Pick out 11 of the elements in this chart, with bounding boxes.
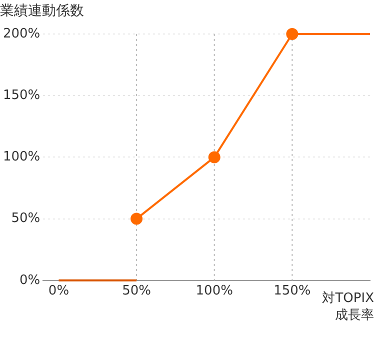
x-tick-label: 0% (48, 284, 70, 299)
x-tick-label: 100% (196, 284, 233, 299)
y-tick-label: 100% (2, 150, 40, 165)
x-axis-title: 対TOPIX成長率 (321, 290, 374, 324)
y-tick-label: 50% (11, 211, 40, 226)
y-tick-label: 0% (20, 272, 40, 288)
x-tick-label: 50% (122, 284, 151, 299)
x-tick-label: 150% (274, 284, 311, 299)
y-axis-title: 業績連動係数 (0, 2, 84, 20)
y-tick-label: 150% (2, 88, 40, 103)
y-tick-label: 200% (2, 26, 40, 42)
